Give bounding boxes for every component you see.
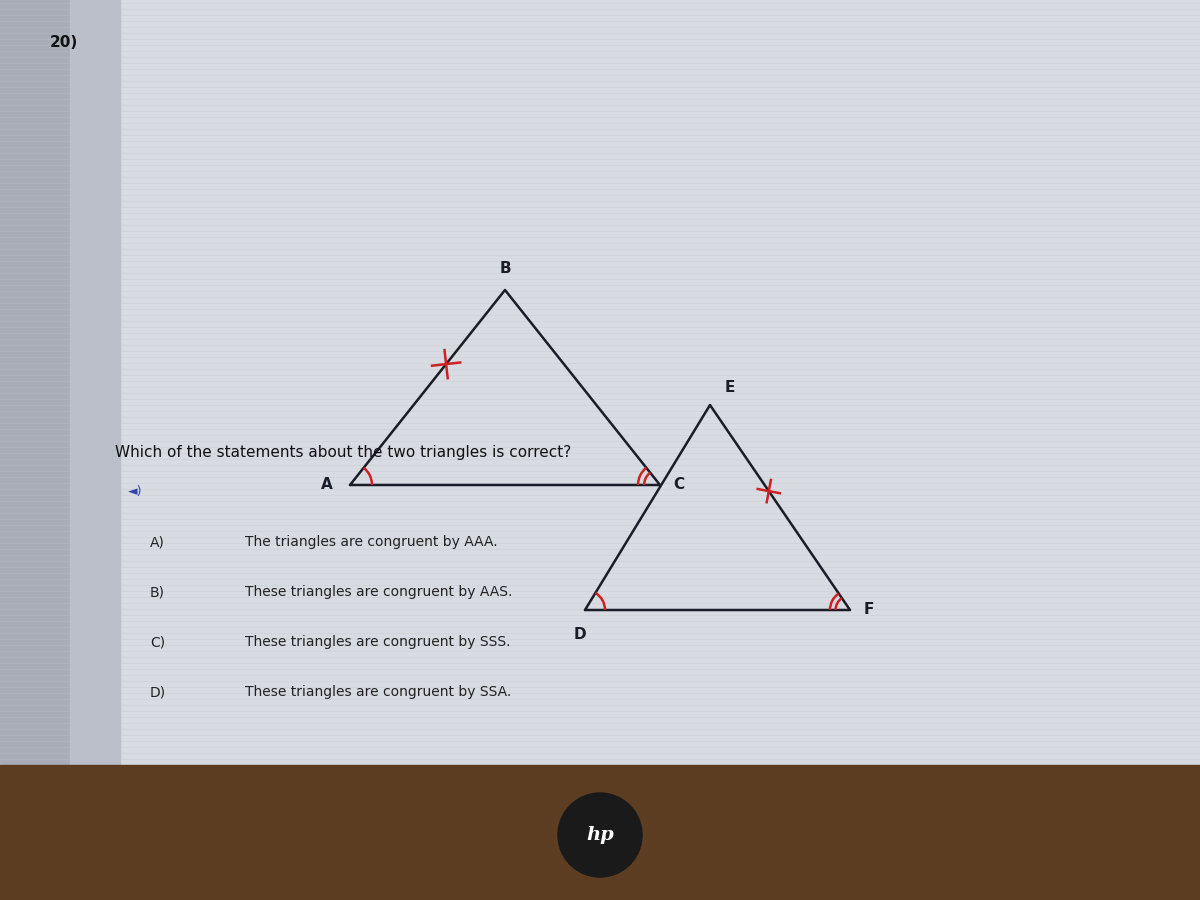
Text: hp: hp: [586, 826, 614, 844]
Text: B: B: [499, 261, 511, 276]
Bar: [0, 0, 1200, 765]
Bar: [0, 765, 1200, 900]
Text: These triangles are congruent by AAS.: These triangles are congruent by AAS.: [245, 585, 512, 599]
Text: E: E: [725, 380, 736, 395]
Bar: [70, 0, 120, 765]
Text: F: F: [864, 602, 875, 617]
Text: These triangles are congruent by SSA.: These triangles are congruent by SSA.: [245, 685, 511, 699]
Text: C): C): [150, 635, 166, 649]
Bar: [600, 0, 1200, 765]
Text: A): A): [150, 535, 164, 549]
Bar: [110, 0, 1200, 765]
Circle shape: [558, 793, 642, 877]
Text: 20): 20): [50, 35, 78, 50]
Text: D): D): [150, 685, 166, 699]
Bar: [0, 0, 70, 765]
Text: B): B): [150, 585, 166, 599]
Text: The triangles are congruent by AAA.: The triangles are congruent by AAA.: [245, 535, 498, 549]
Text: C: C: [673, 478, 684, 492]
Text: ◄): ◄): [128, 485, 143, 498]
Text: A: A: [322, 478, 334, 492]
Text: Which of the statements about the two triangles is correct?: Which of the statements about the two tr…: [115, 445, 571, 460]
Text: D: D: [574, 627, 587, 642]
Text: These triangles are congruent by SSS.: These triangles are congruent by SSS.: [245, 635, 510, 649]
